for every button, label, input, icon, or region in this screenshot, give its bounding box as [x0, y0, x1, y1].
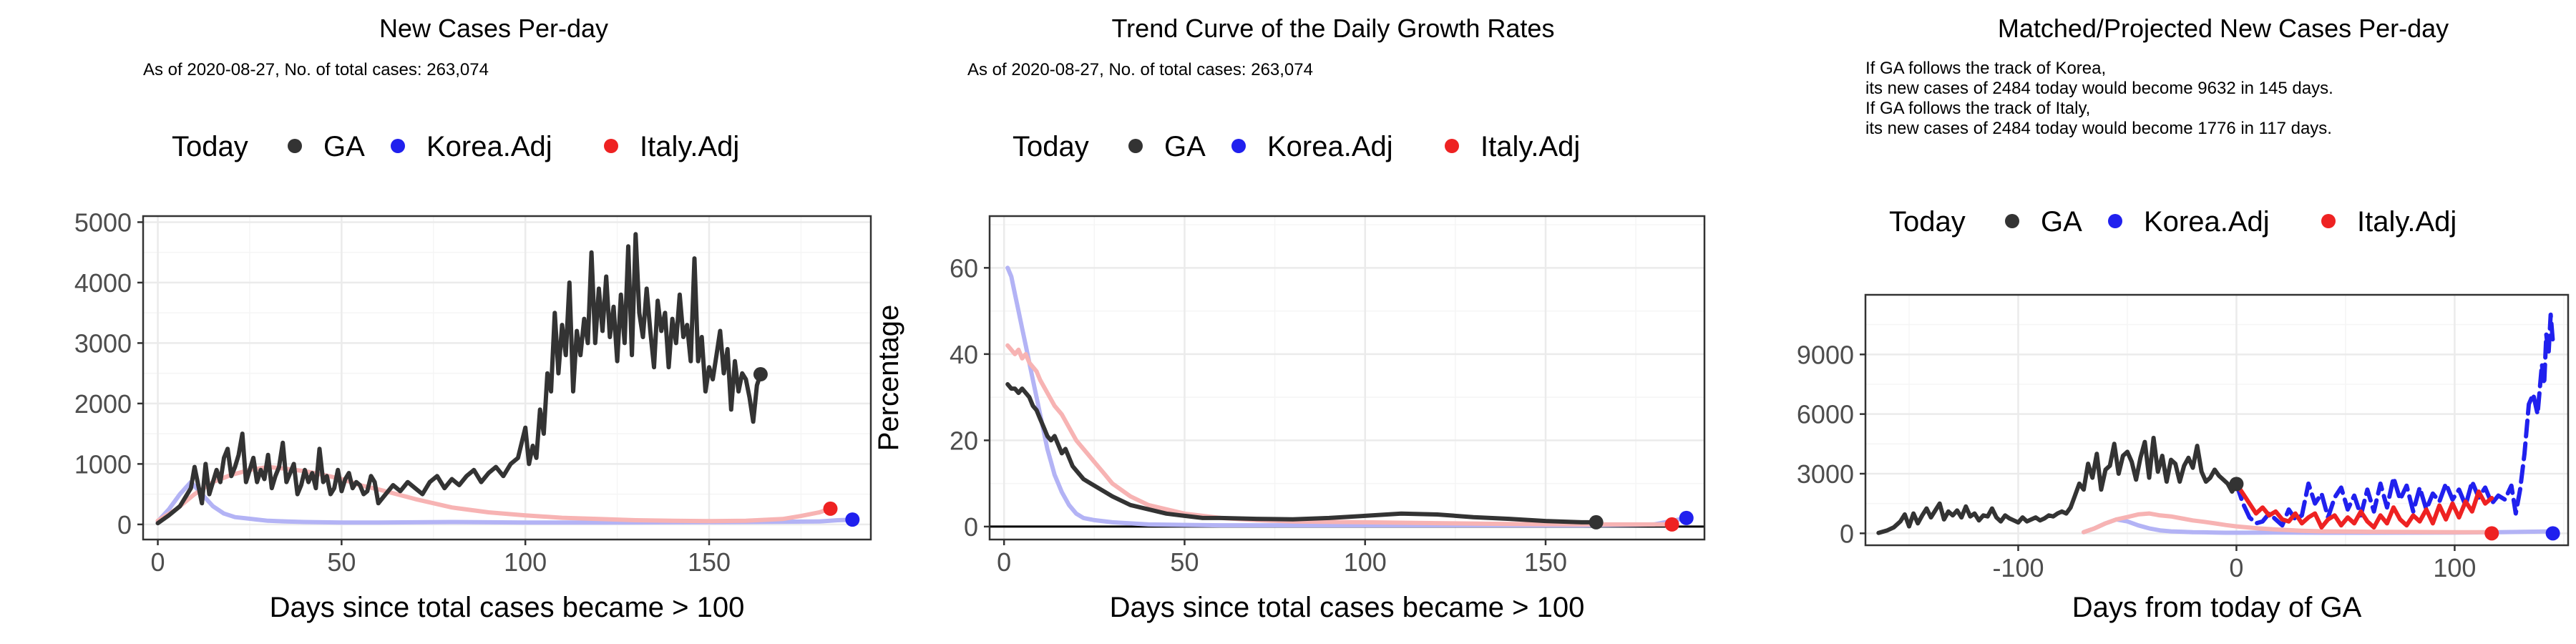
legend-marker-italy-adj: [2321, 214, 2336, 228]
x-tick-label: 100: [504, 547, 547, 577]
plot-background: [143, 216, 871, 540]
legend-label: Italy.Adj: [1480, 131, 1580, 162]
plot-frame: [142, 215, 872, 541]
plot-frame: [988, 215, 1706, 541]
today-point-italy-adj: [1664, 517, 1679, 532]
legend-label: Italy.Adj: [2357, 206, 2457, 238]
y-tick-label: 5000: [74, 208, 132, 237]
plot-background: [990, 216, 1704, 540]
plot-area: 0 50 100 150 0 1000 2000 3000 4000 5000 Days since…: [74, 208, 872, 623]
legend-marker-ga: [1128, 139, 1143, 153]
x-tick-label: 100: [2433, 553, 2476, 582]
y-tick-label: 40: [950, 340, 978, 369]
panel-new-cases: New Cases Per-day As of 2020-08-27, No. …: [74, 14, 872, 623]
chart-title: Trend Curve of the Daily Growth Rates: [1112, 14, 1555, 43]
x-axis-label: Days since total cases became > 100: [1110, 592, 1585, 623]
legend-label: GA: [323, 131, 365, 162]
legend-label: Korea.Adj: [426, 131, 552, 162]
subtitle-line: its new cases of 2484 today would become…: [1865, 79, 2333, 98]
panel-projected-cases: Matched/Projected New Cases Per-day If G…: [1797, 14, 2570, 623]
x-tick-label: 0: [997, 547, 1011, 577]
today-point-ga: [753, 367, 768, 382]
today-point-italy-adj: [2484, 526, 2499, 541]
series-line-ga: [1876, 436, 2239, 535]
legend-label: GA: [2041, 206, 2082, 238]
plot-area: -100 0 100 0 3000 6000 9000 Days from today of …: [1797, 293, 2570, 623]
legend-marker-ga: [2005, 214, 2019, 228]
axes: -100 0 100 0 3000 6000 9000 Days from today of …: [1797, 340, 2477, 623]
legend-marker-korea-adj: [2108, 214, 2122, 228]
y-tick-label: 2000: [74, 389, 132, 419]
series-line-korea-adj: [2234, 312, 2555, 528]
x-axis-label: Days since total cases became > 100: [270, 592, 745, 623]
x-tick-label: 150: [688, 547, 731, 577]
axes: 0 50 100 150 0 20 40 60 Days since total cases b…: [873, 253, 1584, 623]
subtitle-line: As of 2020-08-27, No. of total cases: 26…: [967, 60, 1313, 79]
y-tick-label: 1000: [74, 449, 132, 479]
plot-area: 0 50 100 150 0 20 40 60 Days since total cases b…: [873, 215, 1706, 623]
series-line-ga: [1005, 382, 1599, 525]
legend-title: Today: [172, 131, 248, 162]
chart-subtitle: If GA follows the track of Korea,its new…: [1865, 59, 2333, 138]
today-point-korea-adj: [845, 512, 860, 527]
today-point-korea-adj: [1679, 510, 1694, 525]
legend: Today GA Korea.Adj Italy.Adj: [172, 131, 739, 162]
chart-title: Matched/Projected New Cases Per-day: [1998, 14, 2449, 43]
x-tick-label: 100: [1344, 547, 1387, 577]
panel-growth-rates: Trend Curve of the Daily Growth Rates As…: [873, 14, 1706, 623]
today-point-korea-adj: [2545, 526, 2560, 541]
y-tick-label: 0: [117, 510, 132, 540]
legend-label: Italy.Adj: [640, 131, 739, 162]
legend-label: GA: [1164, 131, 1206, 162]
legend-marker-ga: [288, 139, 302, 153]
y-tick-label: 3000: [74, 328, 132, 358]
today-point-ga: [2229, 477, 2244, 492]
legend-marker-italy-adj: [604, 139, 618, 153]
series-line-italy-adj: [2082, 511, 2494, 535]
chart-title: New Cases Per-day: [379, 14, 608, 43]
legend-title: Today: [1013, 131, 1089, 162]
plot-frame: [1864, 293, 2570, 547]
axes: 0 50 100 150 0 1000 2000 3000 4000 5000 Days since…: [74, 208, 744, 623]
y-tick-label: 3000: [1797, 459, 1854, 489]
legend: Today GA Korea.Adj Italy.Adj: [1013, 131, 1580, 162]
x-tick-label: 0: [2229, 553, 2243, 582]
legend: Today GA Korea.Adj Italy.Adj: [1889, 206, 2457, 238]
legend-label: Korea.Adj: [2144, 206, 2270, 238]
subtitle-line: If GA follows the track of Italy,: [1865, 99, 2090, 118]
legend-label: Korea.Adj: [1267, 131, 1393, 162]
legend-marker-italy-adj: [1445, 139, 1459, 153]
chart-subtitle: As of 2020-08-27, No. of total cases: 26…: [143, 60, 489, 79]
y-tick-label: 60: [950, 253, 978, 283]
y-tick-label: 6000: [1797, 400, 1854, 429]
x-tick-label: 50: [327, 547, 356, 577]
today-point-italy-adj: [823, 501, 838, 516]
y-tick-label: 0: [964, 512, 978, 542]
today-point-ga: [1589, 514, 1604, 530]
subtitle-line: its new cases of 2484 today would become…: [1865, 119, 2332, 138]
chart-subtitle: As of 2020-08-27, No. of total cases: 26…: [967, 60, 1313, 79]
y-axis-label: Percentage: [873, 305, 904, 452]
x-tick-label: 0: [151, 547, 165, 577]
subtitle-line: As of 2020-08-27, No. of total cases: 26…: [143, 60, 489, 79]
y-tick-label: 4000: [74, 268, 132, 298]
y-tick-label: 20: [950, 426, 978, 455]
y-tick-label: 0: [1840, 519, 1854, 548]
x-tick-label: -100: [1992, 553, 2044, 582]
legend-title: Today: [1889, 206, 1966, 238]
series-line-italy-adj: [2234, 482, 2494, 530]
y-tick-label: 9000: [1797, 340, 1854, 369]
series-line-ga: [155, 232, 763, 526]
series-line-italy-adj: [1005, 343, 1674, 527]
series-line-korea-adj: [1005, 265, 1689, 528]
subtitle-line: If GA follows the track of Korea,: [1865, 59, 2106, 78]
legend-marker-korea-adj: [391, 139, 405, 153]
x-axis-label: Days from today of GA: [2072, 592, 2362, 623]
x-tick-label: 150: [1524, 547, 1567, 577]
x-tick-label: 50: [1170, 547, 1199, 577]
legend-marker-korea-adj: [1231, 139, 1246, 153]
